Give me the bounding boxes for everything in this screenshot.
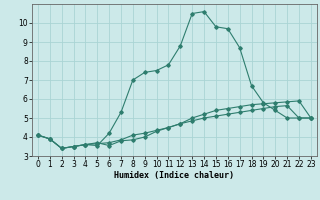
X-axis label: Humidex (Indice chaleur): Humidex (Indice chaleur): [115, 171, 234, 180]
